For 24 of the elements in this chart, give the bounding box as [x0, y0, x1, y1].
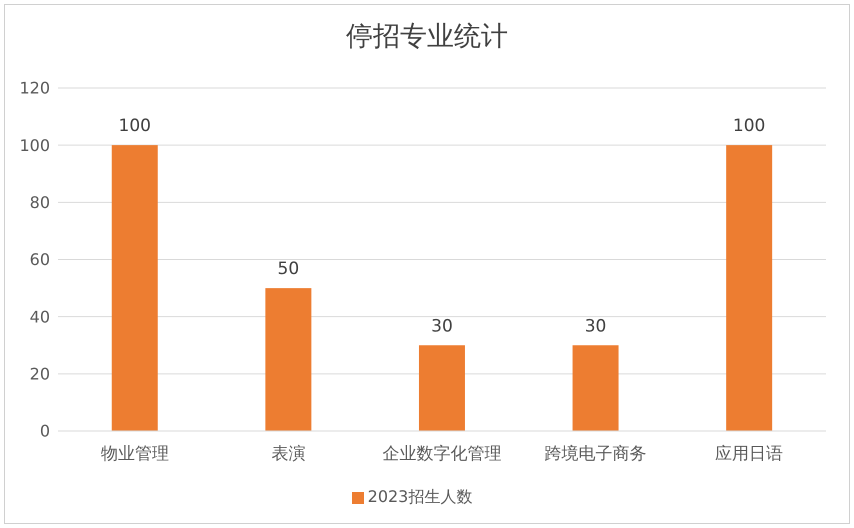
bar	[726, 145, 772, 431]
y-tick-label: 0	[40, 422, 50, 441]
y-tick-label: 80	[30, 193, 50, 212]
chart-title: 停招专业统计	[345, 20, 509, 54]
x-tick-label: 应用日语	[715, 444, 784, 464]
x-tick-label: 跨境电子商务	[544, 444, 647, 464]
bar	[112, 145, 158, 431]
y-tick-label: 100	[19, 136, 50, 155]
x-tick-label: 物业管理	[100, 444, 169, 464]
y-tick-label: 40	[30, 307, 50, 326]
x-tick-label: 表演	[271, 444, 306, 464]
bar	[572, 345, 619, 431]
data-label: 100	[732, 116, 766, 136]
data-label: 30	[584, 316, 606, 336]
x-tick-label: 企业数字化管理	[382, 444, 502, 464]
data-label: 100	[118, 116, 151, 136]
y-tick-label: 20	[30, 364, 50, 384]
bar	[265, 288, 312, 431]
y-tick-label: 120	[19, 78, 50, 98]
data-label: 30	[431, 316, 453, 336]
y-tick-label: 60	[30, 250, 50, 270]
data-label: 50	[278, 259, 300, 280]
legend-label: 2023招生人数	[368, 487, 472, 506]
bar	[418, 345, 465, 431]
